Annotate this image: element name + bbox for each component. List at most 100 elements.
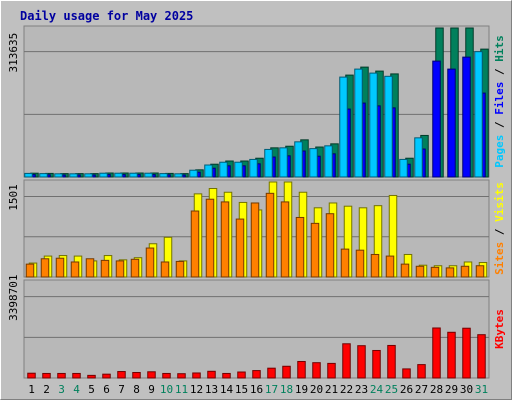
x-tick-label: 28 <box>430 383 443 396</box>
kbytes-bar-kbytes <box>477 334 486 379</box>
visits-legend: Sites / Visits <box>493 182 506 275</box>
visits-bar-sites <box>370 253 380 278</box>
visits-bar-sites <box>100 259 110 278</box>
x-tick-label: 26 <box>400 383 413 396</box>
hits-bar-pages <box>129 172 138 178</box>
x-tick-label: 8 <box>133 383 140 396</box>
x-tick-label: 6 <box>103 383 110 396</box>
x-tick-label: 21 <box>325 383 338 396</box>
kbytes-bar-kbytes <box>432 327 441 379</box>
kbytes-legend: KBytes <box>493 309 506 349</box>
visits-bar-sites <box>430 266 440 278</box>
visits-bar-sites <box>250 202 260 278</box>
kbytes-bar-kbytes <box>387 344 396 379</box>
kbytes-ymax-label: 3398701 <box>7 274 20 320</box>
visits-bar-sites <box>40 258 50 278</box>
hits-bar-pages <box>219 161 228 178</box>
x-tick-label: 11 <box>175 383 188 396</box>
kbytes-bar-kbytes <box>342 343 351 379</box>
kbytes-legend-kbytes: KBytes <box>493 309 506 349</box>
hits-legend-hits: Hits <box>493 35 506 62</box>
hits-bar-pages <box>294 141 303 178</box>
visits-bar-sites <box>115 260 125 278</box>
x-tick-label: 12 <box>190 383 203 396</box>
hits-bar-pages <box>114 172 123 178</box>
x-tick-label: 14 <box>220 383 234 396</box>
visits-bar-sites <box>190 210 200 278</box>
kbytes-bar-kbytes <box>402 368 411 379</box>
visits-bar-sites <box>295 216 305 278</box>
x-tick-label: 25 <box>385 383 398 396</box>
kbytes-bar-kbytes <box>192 372 201 379</box>
hits-ymax-label: 313635 <box>7 33 20 73</box>
visits-ymax-label: 1501 <box>7 184 20 211</box>
visits-bar-sites <box>340 248 350 278</box>
visits-bar-sites <box>265 192 275 278</box>
x-tick-label: 20 <box>310 383 323 396</box>
kbytes-bar-kbytes <box>207 370 216 379</box>
kbytes-bar-kbytes <box>447 331 456 379</box>
hits-bar-files <box>447 68 456 178</box>
kbytes-bar-kbytes <box>222 372 231 379</box>
visits-bar-sites <box>145 247 155 278</box>
x-tick-label: 7 <box>118 383 125 396</box>
visits-bar-sites <box>160 261 170 278</box>
visits-bar-sites <box>70 261 80 278</box>
visits-bar-sites <box>55 257 65 278</box>
hits-bar-pages <box>414 137 423 178</box>
visits-legend-sites: Sites <box>493 242 506 275</box>
hits-bar-pages <box>249 158 258 178</box>
kbytes-bar-kbytes <box>147 371 156 379</box>
visits-legend-separator: / <box>493 222 506 242</box>
visits-bar-sites <box>355 249 365 278</box>
hits-bar-pages <box>264 148 273 178</box>
kbytes-bar-kbytes <box>102 373 111 379</box>
kbytes-bar-kbytes <box>42 372 51 379</box>
x-tick-label: 15 <box>235 383 248 396</box>
visits-bar-sites <box>460 265 470 278</box>
visits-bar-sites <box>310 222 320 278</box>
x-tick-label: 23 <box>355 383 368 396</box>
visits-bar-sites <box>175 260 185 278</box>
hits-bar-pages <box>399 158 408 178</box>
x-tick-label: 2 <box>43 383 50 396</box>
hits-bar-pages <box>99 172 108 178</box>
visits-bar-sites <box>400 263 410 278</box>
x-tick-label: 1 <box>28 383 35 396</box>
hits-legend-separator: / <box>493 115 506 135</box>
visits-bar-sites <box>235 218 245 278</box>
visits-bar-sites <box>385 255 395 278</box>
hits-bar-pages <box>159 173 168 178</box>
hits-bar-pages <box>144 172 153 178</box>
visits-bar-sites <box>415 265 425 278</box>
x-tick-label: 18 <box>280 383 293 396</box>
visits-bar-sites <box>25 263 35 278</box>
hits-bar-pages <box>189 169 198 178</box>
kbytes-bar-kbytes <box>252 370 261 379</box>
hits-bar-pages <box>324 145 333 178</box>
kbytes-plot-area <box>23 279 490 379</box>
x-tick-label: 10 <box>160 383 173 396</box>
kbytes-bar-kbytes <box>162 372 171 379</box>
x-tick-label: 30 <box>460 383 473 396</box>
visits-bar-sites <box>445 267 455 278</box>
visits-legend-visits: Visits <box>493 182 506 222</box>
hits-bar-pages <box>84 173 93 178</box>
visits-bar-sites <box>325 213 335 278</box>
x-tick-label: 4 <box>73 383 80 396</box>
x-tick-label: 27 <box>415 383 428 396</box>
hits-bar-pages <box>309 148 318 178</box>
kbytes-bar-kbytes <box>462 327 471 379</box>
kbytes-bar-kbytes <box>237 371 246 379</box>
x-tick-label: 9 <box>148 383 155 396</box>
kbytes-bar-kbytes <box>27 372 36 379</box>
hits-bar-pages <box>339 76 348 178</box>
hits-bar-pages <box>384 75 393 178</box>
kbytes-bar-kbytes <box>417 364 426 379</box>
x-tick-label: 22 <box>340 383 353 396</box>
visits-bar-sites <box>130 258 140 278</box>
x-tick-label: 29 <box>445 383 458 396</box>
x-tick-label: 24 <box>370 383 384 396</box>
